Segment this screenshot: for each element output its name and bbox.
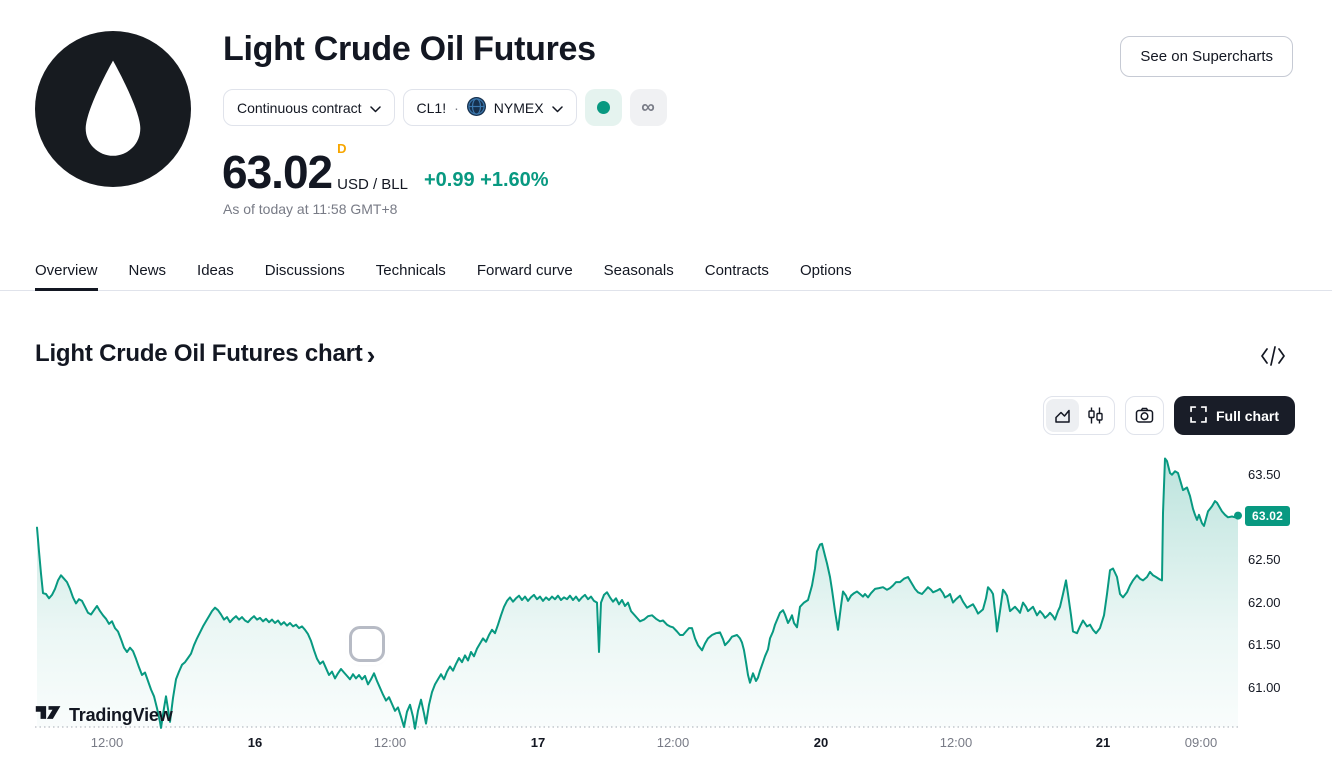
see-on-supercharts-button[interactable]: See on Supercharts <box>1120 36 1293 77</box>
price-block: 63.02 D USD / BLL +0.99 +1.60% <box>222 141 549 198</box>
page-title: Light Crude Oil Futures <box>223 30 596 68</box>
continuous-contract-button[interactable]: ∞ <box>629 89 667 126</box>
chart-type-switch <box>1042 396 1115 435</box>
x-axis-tick: 20 <box>813 735 829 750</box>
nymex-globe-icon <box>466 96 486 119</box>
x-axis-tick: 12:00 <box>90 735 124 750</box>
separator-dot: · <box>454 99 459 116</box>
tradingview-logo-icon <box>35 702 62 728</box>
symbol-label: CL1! <box>416 99 447 116</box>
currency-unit: USD / BLL <box>337 176 408 193</box>
chart-section-heading: Light Crude Oil Futures chart <box>35 340 363 367</box>
y-axis-tick: 61.50 <box>1248 637 1281 653</box>
tradingview-attribution[interactable]: TradingView <box>35 702 173 728</box>
snapshot-camera-button[interactable] <box>1124 396 1164 435</box>
embed-code-icon[interactable] <box>1259 344 1287 368</box>
area-chart-button[interactable] <box>1045 399 1079 432</box>
chevron-down-icon <box>369 100 381 116</box>
tab-ideas[interactable]: Ideas <box>197 262 234 279</box>
last-price-badge: 63.02 <box>1245 505 1291 526</box>
price-change: +0.99 +1.60% <box>424 169 549 191</box>
symbol-exchange-dropdown[interactable]: CL1! · NYMEX <box>402 89 577 126</box>
as-of-timestamp: As of today at 11:58 GMT+8 <box>223 201 398 217</box>
symbol-controls: Continuous contract CL1! · NYMEX <box>223 89 667 126</box>
x-axis-tick: 12:00 <box>939 735 973 750</box>
x-axis-tick: 12:00 <box>656 735 690 750</box>
chart-toolbar: Full chart <box>1042 396 1295 435</box>
last-price-dot <box>1234 511 1242 520</box>
exchange-label: NYMEX <box>493 99 544 116</box>
oil-drop-logo <box>35 31 191 187</box>
market-open-dot-icon <box>596 101 610 114</box>
x-axis-tick: 16 <box>247 735 263 750</box>
candlestick-chart-button[interactable] <box>1079 399 1112 432</box>
last-price: 63.02 <box>222 145 333 198</box>
infinity-icon: ∞ <box>641 97 655 118</box>
market-status-button[interactable] <box>584 89 622 126</box>
area-chart-plot[interactable] <box>35 450 1295 774</box>
contract-dropdown-label: Continuous contract <box>237 99 362 116</box>
tab-seasonals[interactable]: Seasonals <box>603 262 674 279</box>
tab-forward-curve[interactable]: Forward curve <box>476 262 573 279</box>
contract-dropdown[interactable]: Continuous contract <box>223 89 395 126</box>
x-axis-tick: 21 <box>1095 735 1111 750</box>
tab-overview[interactable]: Overview <box>35 255 98 291</box>
fullscreen-icon <box>1190 405 1207 426</box>
x-axis-tick: 17 <box>530 735 546 750</box>
price-line <box>36 457 1239 730</box>
x-axis-tick: 09:00 <box>1184 735 1218 750</box>
tradingview-brand-label: TradingView <box>69 704 173 725</box>
chart-section-link[interactable]: Light Crude Oil Futures chart › <box>35 340 375 368</box>
price-area <box>37 458 1238 729</box>
price-chart[interactable]: 63.50 62.50 62.00 61.50 61.00 12:00 16 12:00 17… <box>35 450 1295 774</box>
x-axis-tick: 12:00 <box>373 735 407 750</box>
y-axis-tick: 61.00 <box>1248 679 1281 695</box>
chart-marker-handle[interactable] <box>349 626 385 662</box>
tab-technicals[interactable]: Technicals <box>375 262 446 279</box>
full-chart-button[interactable]: Full chart <box>1173 396 1295 435</box>
tab-contracts[interactable]: Contracts <box>704 262 769 279</box>
tab-options[interactable]: Options <box>799 262 852 279</box>
chevron-down-icon <box>551 100 563 116</box>
session-badge: D <box>337 141 347 156</box>
section-tabbar: Overview News Ideas Discussions Technica… <box>0 255 1332 291</box>
tab-discussions[interactable]: Discussions <box>264 262 345 279</box>
chevron-right-icon: › <box>366 340 376 370</box>
y-axis-tick: 63.50 <box>1248 466 1281 482</box>
full-chart-label: Full chart <box>1215 407 1279 424</box>
y-axis-tick: 62.00 <box>1248 594 1281 610</box>
y-axis-tick: 62.50 <box>1248 551 1281 567</box>
tab-news[interactable]: News <box>128 262 167 279</box>
